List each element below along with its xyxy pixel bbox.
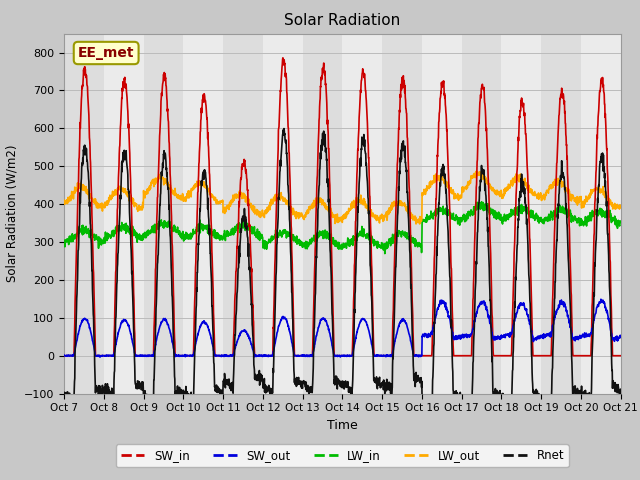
Bar bbox=[442, 34, 461, 394]
Bar bbox=[461, 34, 502, 394]
Bar bbox=[183, 34, 203, 394]
Bar bbox=[263, 34, 303, 394]
Bar bbox=[502, 34, 541, 394]
Y-axis label: Solar Radiation (W/m2): Solar Radiation (W/m2) bbox=[5, 145, 19, 282]
Bar bbox=[581, 34, 621, 394]
Bar bbox=[621, 34, 640, 394]
Bar bbox=[64, 34, 104, 394]
Bar bbox=[263, 34, 283, 394]
Bar bbox=[402, 34, 422, 394]
Bar bbox=[541, 34, 561, 394]
Bar bbox=[541, 34, 581, 394]
Bar bbox=[163, 34, 183, 394]
Bar bbox=[342, 34, 382, 394]
Bar bbox=[561, 34, 581, 394]
Bar bbox=[601, 34, 621, 394]
Bar bbox=[143, 34, 183, 394]
Bar bbox=[522, 34, 541, 394]
Bar bbox=[104, 34, 143, 394]
Bar bbox=[481, 34, 502, 394]
Bar bbox=[461, 34, 481, 394]
Bar bbox=[183, 34, 223, 394]
Bar bbox=[422, 34, 442, 394]
Bar bbox=[204, 34, 223, 394]
Bar bbox=[323, 34, 342, 394]
Bar bbox=[104, 34, 124, 394]
Bar bbox=[223, 34, 263, 394]
Bar bbox=[64, 34, 84, 394]
Bar bbox=[362, 34, 382, 394]
Bar bbox=[243, 34, 263, 394]
Bar bbox=[342, 34, 362, 394]
Bar bbox=[124, 34, 143, 394]
Bar bbox=[382, 34, 402, 394]
Legend: SW_in, SW_out, LW_in, LW_out, Rnet: SW_in, SW_out, LW_in, LW_out, Rnet bbox=[116, 444, 569, 467]
Text: EE_met: EE_met bbox=[78, 46, 134, 60]
Bar bbox=[502, 34, 522, 394]
Title: Solar Radiation: Solar Radiation bbox=[284, 13, 401, 28]
Bar bbox=[223, 34, 243, 394]
Bar bbox=[382, 34, 422, 394]
Bar bbox=[422, 34, 461, 394]
Bar bbox=[303, 34, 342, 394]
Bar bbox=[283, 34, 303, 394]
Bar bbox=[581, 34, 601, 394]
Bar bbox=[143, 34, 163, 394]
Bar bbox=[303, 34, 323, 394]
Bar bbox=[84, 34, 104, 394]
X-axis label: Time: Time bbox=[327, 419, 358, 432]
